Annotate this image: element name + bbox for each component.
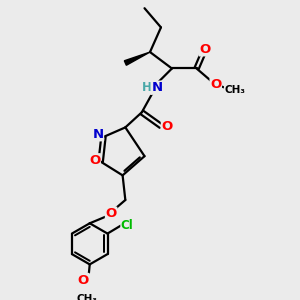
Text: CH₃: CH₃: [76, 294, 98, 300]
Text: H: H: [142, 81, 152, 94]
Text: N: N: [151, 81, 162, 94]
Text: O: O: [210, 78, 221, 92]
Text: O: O: [106, 207, 117, 220]
Text: O: O: [78, 274, 89, 286]
Text: N: N: [92, 128, 104, 141]
Text: O: O: [89, 154, 100, 167]
Text: O: O: [161, 119, 172, 133]
Text: Cl: Cl: [121, 219, 134, 232]
Text: CH₃: CH₃: [224, 85, 245, 95]
Polygon shape: [124, 52, 150, 65]
Text: O: O: [199, 43, 210, 56]
